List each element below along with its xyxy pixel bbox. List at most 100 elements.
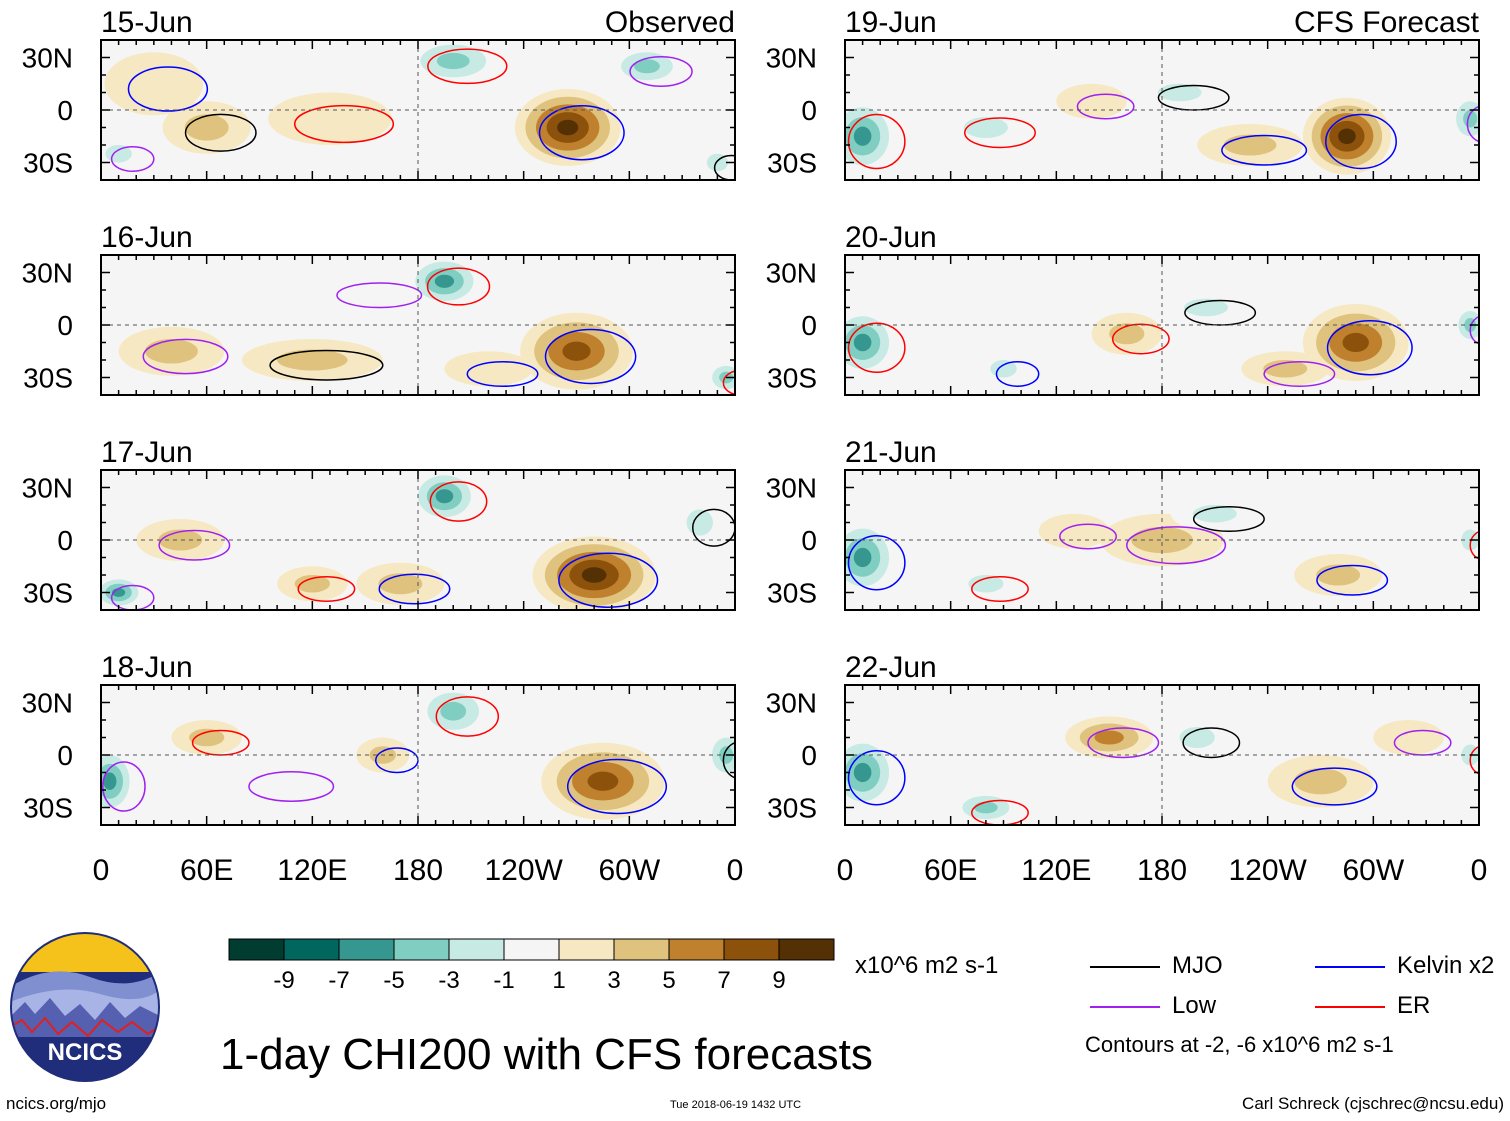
y-tick-label: 30S (23, 578, 73, 609)
y-tick-label: 30N (766, 473, 817, 504)
x-tick-label: 120E (1021, 854, 1091, 887)
wave-contour (1184, 299, 1257, 326)
wave-contour (427, 48, 508, 85)
y-tick-label: 30N (766, 688, 817, 719)
wave-contour (847, 750, 906, 806)
anomaly-shading (145, 339, 198, 364)
anomaly-shading (974, 801, 998, 814)
anomaly-shading (1094, 730, 1124, 745)
colorbar: -9 -7 -5 -3 -1 1 3 5 7 9 (228, 938, 835, 994)
anomaly-shading (378, 573, 423, 595)
anomaly-shading (587, 771, 619, 791)
colorbar-swatch (723, 938, 780, 961)
colorbar-tick: 9 (772, 967, 785, 994)
colorbar-swatch (778, 938, 835, 961)
anomaly-shading (581, 567, 607, 583)
y-tick-label: 0 (57, 310, 73, 341)
wave-contour (293, 104, 395, 144)
wave-contour (964, 117, 1036, 149)
legend-line-low (1090, 1006, 1160, 1008)
wave-contour (1192, 506, 1265, 532)
wave-contour (1469, 745, 1479, 775)
wave-contour (248, 771, 335, 802)
anomaly-shading (1184, 298, 1229, 317)
colorbar-tick: -5 (383, 967, 404, 994)
anomaly-shading (1109, 323, 1145, 345)
x-tick-label: 0 (1471, 854, 1488, 887)
x-tick-label: 120E (277, 854, 347, 887)
y-tick-label: 30S (23, 793, 73, 824)
x-tick-label: 0 (93, 854, 110, 887)
colorbar-swatch (668, 938, 725, 961)
y-tick-label: 0 (801, 310, 817, 341)
anomaly-shading (1342, 332, 1369, 353)
anomaly-shading (853, 762, 872, 783)
y-tick-label: 30N (766, 258, 817, 289)
anomaly-shading (1038, 513, 1110, 549)
anomaly-shading (1056, 83, 1127, 119)
legend-label: ER (1397, 992, 1431, 1019)
anomaly-shading (436, 52, 470, 70)
wave-contour (847, 113, 906, 170)
y-tick-label: 30S (23, 363, 73, 394)
anomaly-shading (968, 575, 1004, 593)
x-tick-label: 60E (180, 854, 233, 887)
footer-url: ncics.org/mjo (6, 1094, 107, 1113)
colorbar-units: x10^6 m2 s-1 (855, 952, 999, 979)
colorbar-tick: 5 (662, 967, 675, 994)
wave-contour (184, 113, 257, 152)
y-tick-label: 0 (801, 525, 817, 556)
wave-contour (435, 696, 500, 737)
anomaly-shading (853, 126, 872, 146)
anomaly-shading (435, 489, 454, 504)
anomaly-shading (634, 59, 660, 74)
wave-contour (847, 322, 906, 373)
colorbar-swatch (338, 938, 395, 961)
wave-contour (297, 576, 356, 602)
anomaly-shading (1192, 505, 1237, 523)
x-tick-label: 60W (598, 854, 660, 887)
legend-label: MJO (1172, 952, 1223, 979)
panel-20-Jun: 30N 0 30S 20-Jun (766, 221, 1480, 396)
anomaly-shading (853, 333, 872, 352)
y-tick-label: 30N (22, 473, 73, 504)
wave-contour (722, 370, 735, 395)
x-tick-label: 60W (1342, 854, 1404, 887)
wave-contour (466, 361, 539, 387)
wave-contour (110, 146, 155, 172)
wave-contour (1469, 315, 1479, 345)
colorbar-swatch (448, 938, 505, 961)
wave-contour (722, 742, 735, 779)
wave-contour (1111, 323, 1170, 355)
wave-contour (538, 105, 625, 161)
wave-contour (1076, 93, 1135, 120)
wave-contour (1182, 727, 1241, 759)
legend-label: Kelvin x2 (1397, 952, 1495, 979)
wave-contour (269, 349, 384, 381)
wave-contour (426, 267, 491, 306)
anomaly-shading (562, 341, 591, 361)
y-tick-label: 30S (23, 148, 73, 179)
colorbar-tick: 3 (607, 967, 620, 994)
wave-contour (1466, 105, 1479, 143)
y-tick-label: 0 (57, 95, 73, 126)
wave-contour (1126, 526, 1227, 565)
anomaly-shading (1179, 727, 1215, 748)
colorbar-swatch (558, 938, 615, 961)
y-tick-label: 30S (767, 793, 817, 824)
wave-contour (1326, 320, 1413, 376)
anomaly-shading (440, 701, 467, 721)
anomaly-shading (104, 52, 204, 116)
x-tick-label: 60E (924, 854, 977, 887)
wave-contour (1316, 564, 1389, 596)
anomaly-shading (444, 351, 533, 387)
colorbar-tick: -7 (328, 967, 349, 994)
panel-17-Jun: 30N 0 30S 17-Jun (22, 436, 736, 611)
panel-date: 15-Jun (101, 6, 193, 39)
x-tick-label: 0 (837, 854, 854, 887)
column-header: Observed (605, 6, 735, 39)
anomaly-shading (1316, 564, 1361, 586)
y-tick-label: 30N (22, 258, 73, 289)
anomaly-shading (1373, 720, 1444, 755)
